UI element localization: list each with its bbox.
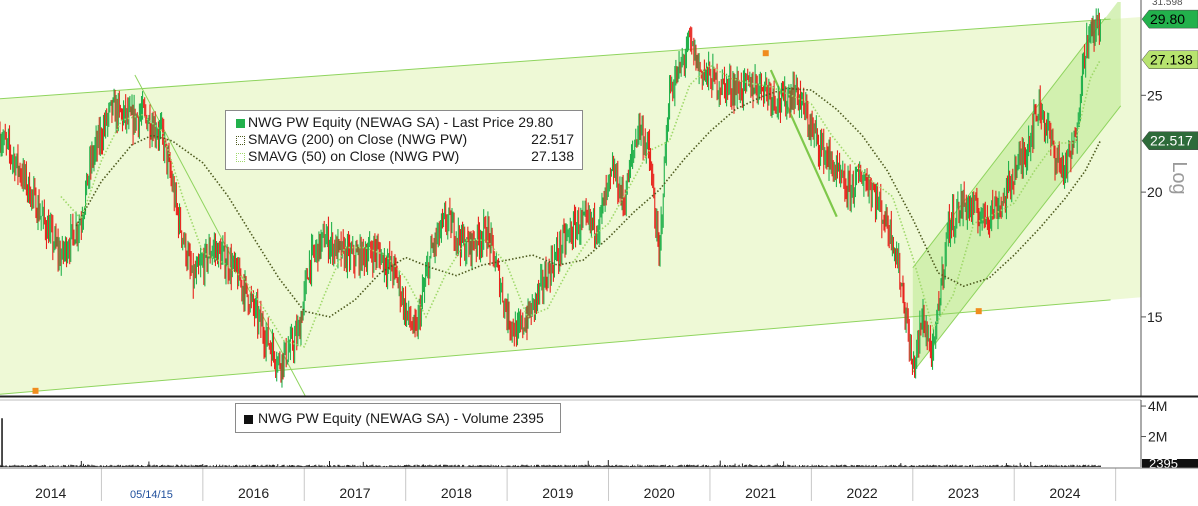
y-tick-label-2: 25 bbox=[1147, 87, 1163, 103]
price-flag-label-0: 29.80 bbox=[1150, 11, 1185, 27]
x-tick-label-2: 2016 bbox=[238, 485, 269, 501]
legend-swatch-sma50 bbox=[236, 153, 245, 162]
steep-channel-fill bbox=[912, 2, 1121, 373]
volume-last-flag bbox=[1142, 459, 1198, 468]
steep-channel-lower-line bbox=[912, 105, 1122, 373]
price-flag-label-1: 27.138 bbox=[1150, 52, 1193, 68]
x-tick-label-9: 2023 bbox=[948, 485, 979, 501]
channel-marker-1 bbox=[762, 50, 769, 57]
x-tick-label-5: 2019 bbox=[542, 485, 573, 501]
volume-last-label: 2395 bbox=[1149, 456, 1178, 471]
x-tick-label-7: 2021 bbox=[745, 485, 776, 501]
x-tick-label-4: 2018 bbox=[441, 485, 472, 501]
volume-tick-label-0: 2M bbox=[1148, 429, 1167, 445]
y-tick-label-0: 15 bbox=[1147, 309, 1163, 325]
legend-label-sma200: SMAVG (200) on Close (NWG PW) bbox=[248, 131, 468, 147]
x-tick-label-10: 2024 bbox=[1049, 485, 1080, 501]
date-marker-bg bbox=[128, 487, 176, 500]
price-flag-1 bbox=[1141, 50, 1198, 69]
y-top-clip-label: 31.598 bbox=[1152, 0, 1183, 8]
price-legend: NWG PW Equity (NEWAG SA) - Last Price 29… bbox=[225, 110, 583, 170]
x-tick-label-8: 2022 bbox=[847, 485, 878, 501]
volume-legend-value: 2395 bbox=[512, 410, 544, 426]
channel-marker-0 bbox=[32, 387, 39, 394]
channel-marker-2 bbox=[975, 308, 982, 315]
y-axis-label: Log bbox=[1168, 161, 1190, 194]
sma200-line bbox=[75, 87, 1102, 318]
legend-swatch-last-price bbox=[236, 119, 245, 128]
date-marker-label: 05/14/15 bbox=[130, 489, 173, 501]
legend-label-last-price: NWG PW Equity (NEWAG SA) - Last Price bbox=[248, 114, 515, 130]
volume-tick-label-1: 4M bbox=[1148, 398, 1167, 414]
main-channel-lower-line bbox=[0, 299, 1111, 395]
volume-legend-label: NWG PW Equity (NEWAG SA) - Volume bbox=[258, 410, 509, 426]
price-flag-0 bbox=[1141, 9, 1198, 29]
x-tick-label-6: 2020 bbox=[644, 485, 675, 501]
legend-value-sma200: 22.517 bbox=[531, 131, 574, 147]
x-tick-label-3: 2017 bbox=[339, 485, 370, 501]
legend-item-last-price: NWG PW Equity (NEWAG SA) - Last Price 29… bbox=[232, 114, 576, 131]
volume-legend-swatch bbox=[244, 415, 253, 424]
legend-swatch-sma200 bbox=[236, 136, 245, 145]
volume-legend: NWG PW Equity (NEWAG SA) - Volume 2395 bbox=[235, 403, 561, 433]
legend-label-sma50: SMAVG (50) on Close (NWG PW) bbox=[248, 148, 460, 164]
x-tick-label-0: 2014 bbox=[35, 485, 66, 501]
steep-channel-upper-line bbox=[912, 17, 1106, 269]
price-flag-2 bbox=[1141, 131, 1198, 150]
legend-value-sma50: 27.138 bbox=[531, 148, 574, 164]
legend-item-sma50: SMAVG (50) on Close (NWG PW) 27.138 bbox=[232, 148, 576, 165]
main-channel-upper-line bbox=[0, 18, 1111, 100]
y-tick-label-1: 20 bbox=[1147, 184, 1163, 200]
price-flag-label-2: 22.517 bbox=[1150, 133, 1193, 149]
legend-value-last-price: 29.80 bbox=[518, 114, 554, 130]
legend-item-sma200: SMAVG (200) on Close (NWG PW) 22.517 bbox=[232, 131, 576, 148]
